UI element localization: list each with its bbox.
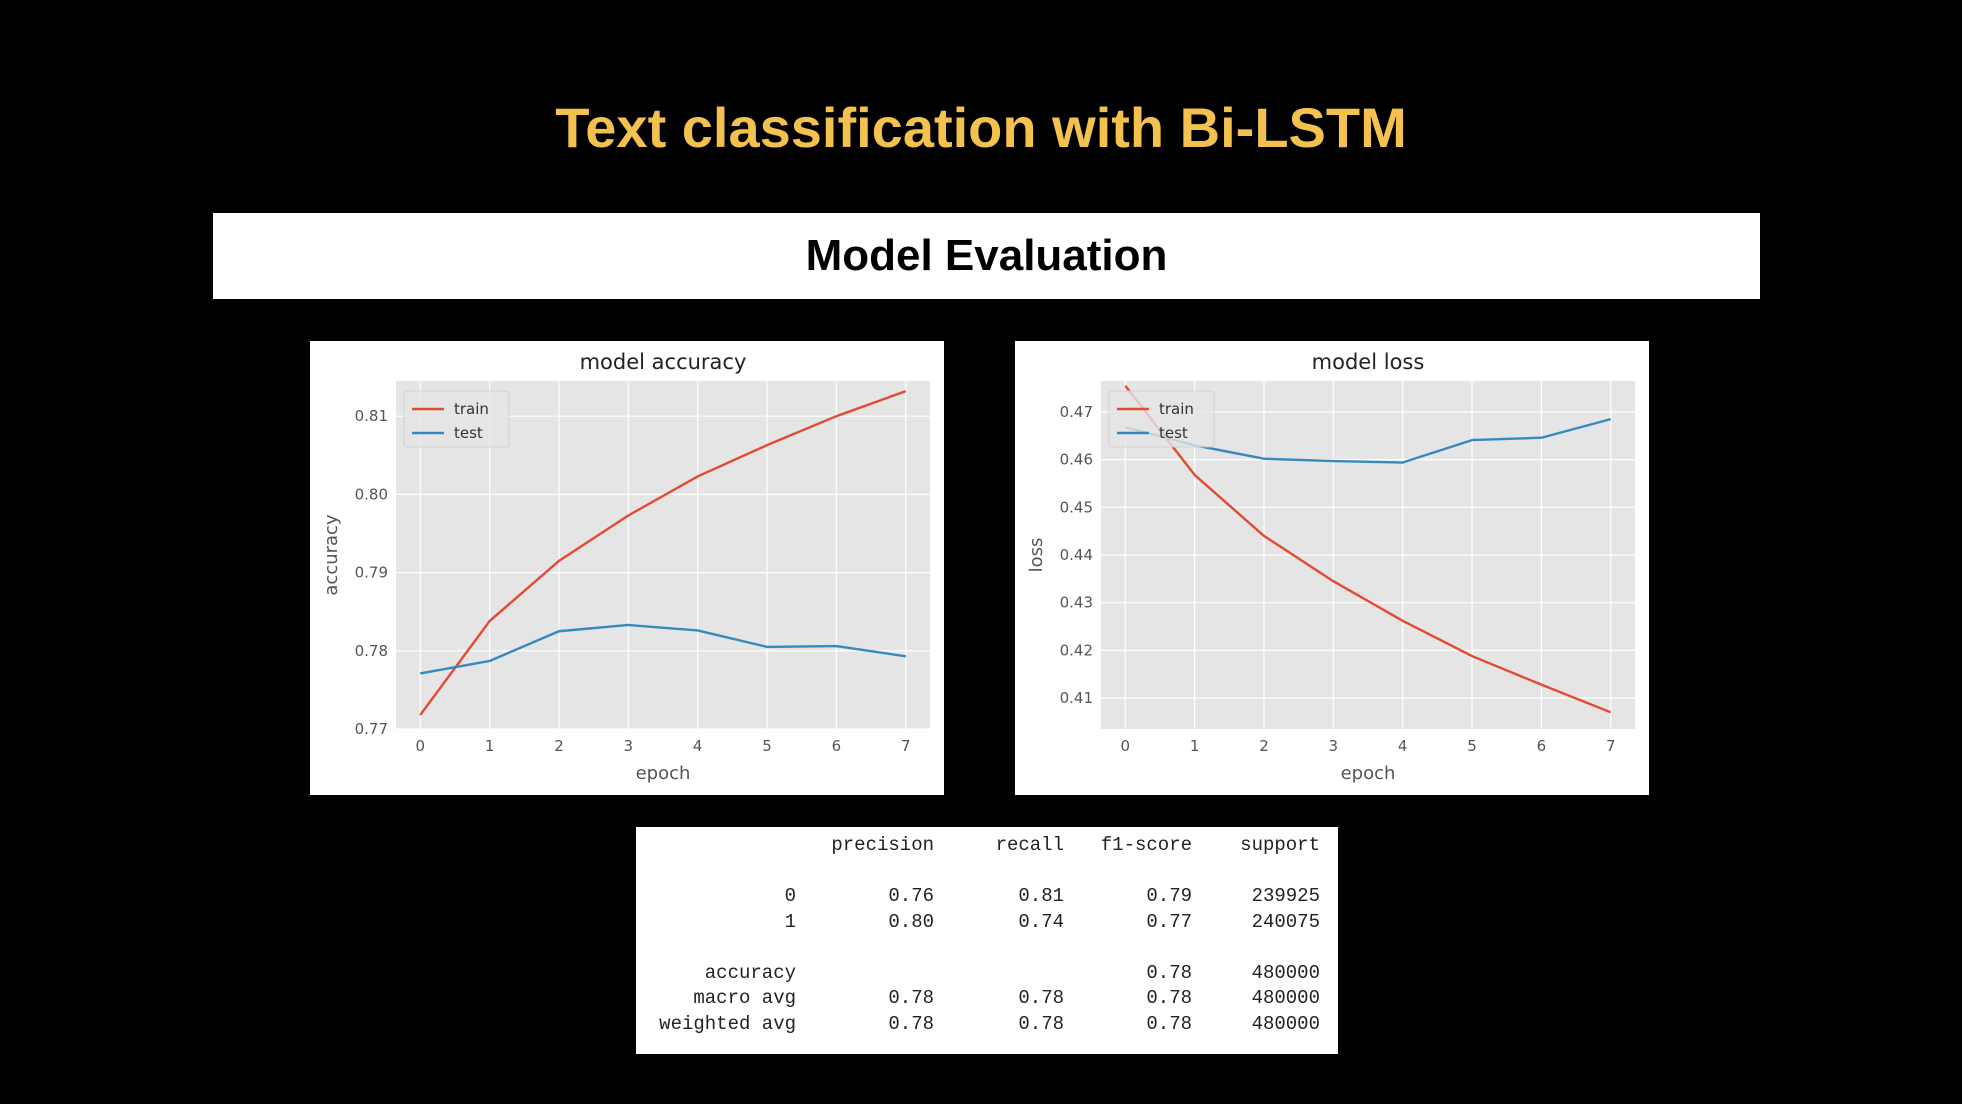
accuracy-y-tick-label: 0.80 — [355, 485, 388, 503]
report-row-precision: 0.80 — [888, 910, 934, 933]
report-row-support: 239925 — [1251, 885, 1320, 907]
loss-title: model loss — [1312, 350, 1425, 374]
accuracy-y-tick-label: 0.78 — [355, 642, 388, 660]
loss-y-axis-label: loss — [1026, 538, 1047, 573]
report-header-f1: f1-score — [1100, 834, 1192, 856]
loss-x-tick-label: 1 — [1190, 737, 1200, 755]
report-summary-row: accuracy 0.78 480000 — [636, 961, 1320, 987]
report-header-support: support — [1240, 834, 1320, 856]
report-row-f1: 0.77 — [1146, 910, 1192, 933]
accuracy-series-train-line — [419, 390, 907, 716]
accuracy-y-tick-label: 0.81 — [355, 407, 388, 425]
loss-series-test-line — [1124, 417, 1612, 464]
accuracy-x-tick-label: 2 — [554, 737, 564, 755]
report-row-recall: 0.74 — [1018, 910, 1064, 933]
section-title: Model Evaluation — [805, 231, 1168, 280]
loss-y-tick-label: 0.47 — [1060, 403, 1093, 421]
section-header: Model Evaluation — [213, 213, 1760, 299]
accuracy-y-axis-label: accuracy — [321, 514, 342, 596]
report-summary-recall — [934, 961, 1064, 987]
loss-y-tick-label: 0.42 — [1060, 641, 1093, 659]
report-row: 1 0.80 0.74 0.77 240075 — [636, 910, 1320, 936]
accuracy-x-tick-label: 3 — [624, 737, 634, 755]
loss-x-tick-label: 0 — [1120, 737, 1130, 755]
report-header-row: precision recall f1-score support — [636, 833, 1320, 859]
report-spacer — [636, 859, 1320, 885]
report-summary-label: accuracy — [704, 961, 796, 984]
report-summary-precision — [796, 961, 934, 987]
report-summary-label: weighted avg — [659, 1012, 796, 1035]
loss-y-tick-label: 0.45 — [1060, 498, 1093, 516]
loss-x-tick-label: 6 — [1537, 737, 1547, 755]
accuracy-legend-test-label: test — [454, 424, 483, 442]
report-summary-precision: 0.78 — [888, 987, 934, 1009]
loss-x-axis-label: epoch — [1341, 763, 1396, 784]
loss-x-tick-label: 4 — [1398, 737, 1408, 755]
accuracy-series-test-line — [420, 623, 906, 675]
loss-legend-test-label: test — [1159, 424, 1188, 442]
report-summary-row: macro avg 0.78 0.78 0.78 480000 — [636, 986, 1320, 1012]
report-summary-precision: 0.78 — [888, 1012, 934, 1035]
report-header-blank — [636, 833, 796, 859]
report-row-f1: 0.79 — [1146, 885, 1192, 907]
report-summary-f1: 0.78 — [1146, 1012, 1192, 1035]
report-summary-recall: 0.78 — [1018, 987, 1064, 1009]
report-spacer — [636, 935, 1320, 961]
report-row-support: 240075 — [1251, 910, 1320, 933]
loss-legend-train-label: train — [1159, 400, 1194, 418]
accuracy-x-tick-label: 6 — [832, 737, 842, 755]
report-summary-row: weighted avg 0.78 0.78 0.78 480000 — [636, 1012, 1320, 1038]
accuracy-x-tick-label: 0 — [415, 737, 425, 755]
report-summary-label: macro avg — [693, 987, 796, 1009]
accuracy-x-tick-label: 1 — [485, 737, 495, 755]
loss-chart: 0 1 2 3 4 5 6 7 0.41 0.42 0.43 0.44 0.45 0.46 0.47 mode… — [1026, 350, 1635, 784]
accuracy-chart-card: 0 1 2 3 4 5 6 7 0.77 0.78 0.79 0.80 0.81 model accura… — [310, 341, 944, 795]
accuracy-title: model accuracy — [580, 350, 747, 374]
report-header-precision: precision — [831, 834, 934, 856]
loss-x-tick-label: 7 — [1606, 737, 1616, 755]
accuracy-chart: 0 1 2 3 4 5 6 7 0.77 0.78 0.79 0.80 0.81 model accura… — [321, 350, 930, 784]
loss-x-tick-label: 3 — [1329, 737, 1339, 755]
report-summary-support: 480000 — [1251, 961, 1320, 984]
accuracy-y-tick-label: 0.79 — [355, 564, 388, 582]
report-summary-support: 480000 — [1251, 1012, 1320, 1035]
accuracy-legend-train-label: train — [454, 400, 489, 418]
loss-x-tick-label: 2 — [1259, 737, 1269, 755]
loss-y-tick-label: 0.43 — [1060, 594, 1093, 612]
report-row-precision: 0.76 — [888, 885, 934, 907]
accuracy-x-tick-label: 7 — [901, 737, 911, 755]
report-row-label: 1 — [784, 910, 796, 933]
loss-y-tick-label: 0.46 — [1060, 451, 1093, 469]
accuracy-y-tick-label: 0.77 — [355, 720, 388, 738]
report-row: 0 0.76 0.81 0.79 239925 — [636, 884, 1320, 910]
slide-title: Text classification with Bi-LSTM — [555, 96, 1407, 159]
classification-report: precision recall f1-score support 0 0.76… — [636, 827, 1338, 1054]
accuracy-x-tick-label: 4 — [693, 737, 703, 755]
loss-chart-card: 0 1 2 3 4 5 6 7 0.41 0.42 0.43 0.44 0.45 0.46 0.47 mode… — [1015, 341, 1649, 795]
loss-y-tick-label: 0.44 — [1060, 546, 1093, 564]
accuracy-x-axis-label: epoch — [636, 763, 691, 784]
report-row-label: 0 — [784, 885, 796, 907]
report-header-recall: recall — [995, 834, 1064, 856]
loss-x-tick-label: 5 — [1467, 737, 1477, 755]
report-summary-recall: 0.78 — [1018, 1012, 1064, 1035]
report-table: precision recall f1-score support 0 0.76… — [636, 833, 1320, 1037]
report-summary-f1: 0.78 — [1146, 961, 1192, 984]
loss-y-tick-label: 0.41 — [1060, 689, 1093, 707]
report-summary-support: 480000 — [1251, 987, 1320, 1009]
loss-series-train-line — [1124, 385, 1612, 714]
report-row-recall: 0.81 — [1018, 885, 1064, 907]
accuracy-x-tick-label: 5 — [762, 737, 772, 755]
report-summary-f1: 0.78 — [1146, 987, 1192, 1009]
